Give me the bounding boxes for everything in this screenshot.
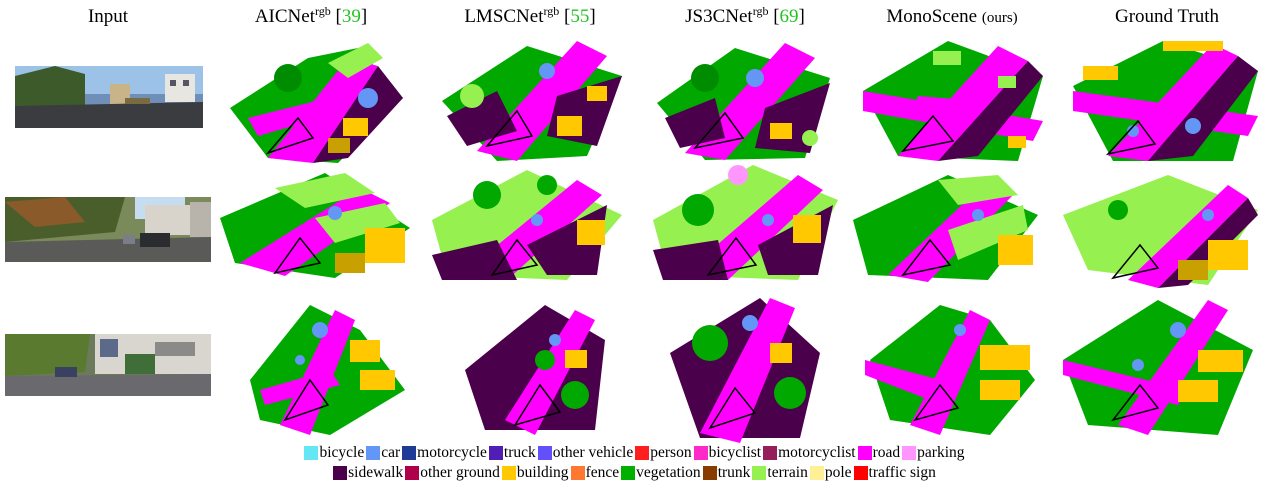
legend-label: other ground [420,464,500,481]
legend-label: terrain [767,464,808,481]
legend-swatch [902,446,917,460]
legend-label: building [516,464,569,481]
scene-lmscnet-row3 [465,305,605,435]
legend-item-other-vehicle: other vehicle [537,444,634,462]
legend-item-motorcycle: motorcycle [402,444,487,462]
legend-swatch [402,446,417,460]
legend-label: person [650,444,692,461]
legend-label: truck [503,444,536,461]
legend-label: car [381,444,401,461]
legend-item-traffic-sign: traffic sign [853,464,936,482]
legend-swatch [366,446,381,460]
header-js3cnet: JS3CNetrgb [69] [685,4,805,27]
scene-gt-row1 [1073,41,1258,161]
legend-label: pole [824,464,852,481]
legend-swatch [763,446,778,460]
legend-swatch [333,466,348,480]
legend-item-car: car [366,444,400,462]
legend-swatch [488,446,503,460]
legend-swatch [405,466,420,480]
legend-label: road [872,444,901,461]
legend-label: traffic sign [868,464,936,481]
scene-monoscene-row2 [853,175,1038,282]
legend-item-person: person [635,444,692,462]
legend-item-fence: fence [570,464,620,482]
citation-ref[interactable]: 55 [570,6,590,27]
method-name: JS3CNet [685,6,753,27]
legend-swatch [621,466,636,480]
citation-ref[interactable]: 39 [341,6,361,27]
legend-item-bicycle: bicycle [304,444,364,462]
legend-label: trunk [717,464,751,481]
scene-aicnet-row1 [230,43,403,163]
legend-row-2: sidewalk other ground building fence vegetat… [0,464,1269,485]
scene-gt-row3 [1063,300,1253,435]
method-name: MonoScene [886,6,978,27]
input-photo-row3 [5,334,211,396]
legend-label: parking [917,444,965,461]
legend-item-truck: truck [488,444,536,462]
legend-row-1: bicycle car motorcycle truck other vehicle pe… [0,444,1269,465]
legend-item-trunk: trunk [702,464,751,482]
header-input: Input [87,6,129,27]
legend-item-parking: parking [902,444,965,462]
method-superscript: rgb [314,4,331,18]
legend-swatch [752,466,767,480]
scene-js3cnet-row1 [657,43,830,160]
legend-swatch [857,446,872,460]
legend-label: sidewalk [348,464,404,481]
scene-lmscnet-row1 [442,41,622,161]
legend-item-terrain: terrain [752,464,808,482]
scene-js3cnet-row2 [653,165,838,280]
method-name: LMSCNet [464,6,544,27]
legend-item-other-ground: other ground [405,464,500,482]
header-aicnet: AICNetrgb [39] [254,4,368,27]
legend-label: bicycle [319,444,365,461]
scene-monoscene-row3 [865,305,1035,435]
legend-swatch [702,466,717,480]
header-monoscene: MonoScene (ours) [886,6,1017,28]
scene-lmscnet-row2 [432,170,622,280]
header-ground-truth: Ground Truth [1115,6,1219,27]
scene-js3cnet-row3 [670,298,820,443]
legend-item-bicyclist: bicyclist [693,444,762,462]
input-photo-row1 [15,66,203,128]
legend-swatch [809,466,824,480]
legend-item-motorcyclist: motorcyclist [763,444,856,462]
header-lmscnet: LMSCNetrgb [55] [464,4,596,27]
legend-swatch [635,446,650,460]
legend-label: bicyclist [708,444,762,461]
legend-label: vegetation [636,464,701,481]
legend-item-sidewalk: sidewalk [333,464,403,482]
legend-item-building: building [501,464,569,482]
legend-swatch [570,466,585,480]
scene-aicnet-row2 [220,173,410,278]
method-superscript: rgb [752,4,769,18]
legend-swatch [693,446,708,460]
legend-swatch [501,466,516,480]
ours-tag: (ours) [981,10,1018,26]
legend-label: motorcycle [417,444,487,461]
scene-monoscene-row1 [863,41,1043,161]
legend-item-vegetation: vegetation [621,464,701,482]
method-name: AICNet [254,6,315,27]
legend-label: other vehicle [552,444,634,461]
citation-ref[interactable]: 69 [779,6,799,27]
legend-item-road: road [857,444,901,462]
legend-swatch [853,466,868,480]
legend-label: fence [585,464,620,481]
legend-label: motorcyclist [778,444,856,461]
legend-swatch [537,446,552,460]
legend-item-pole: pole [809,464,852,482]
legend-swatch [304,446,319,460]
scene-gt-row2 [1063,175,1258,288]
input-photo-row2 [5,197,211,262]
method-superscript: rgb [543,4,560,18]
scene-aicnet-row3 [250,305,405,435]
